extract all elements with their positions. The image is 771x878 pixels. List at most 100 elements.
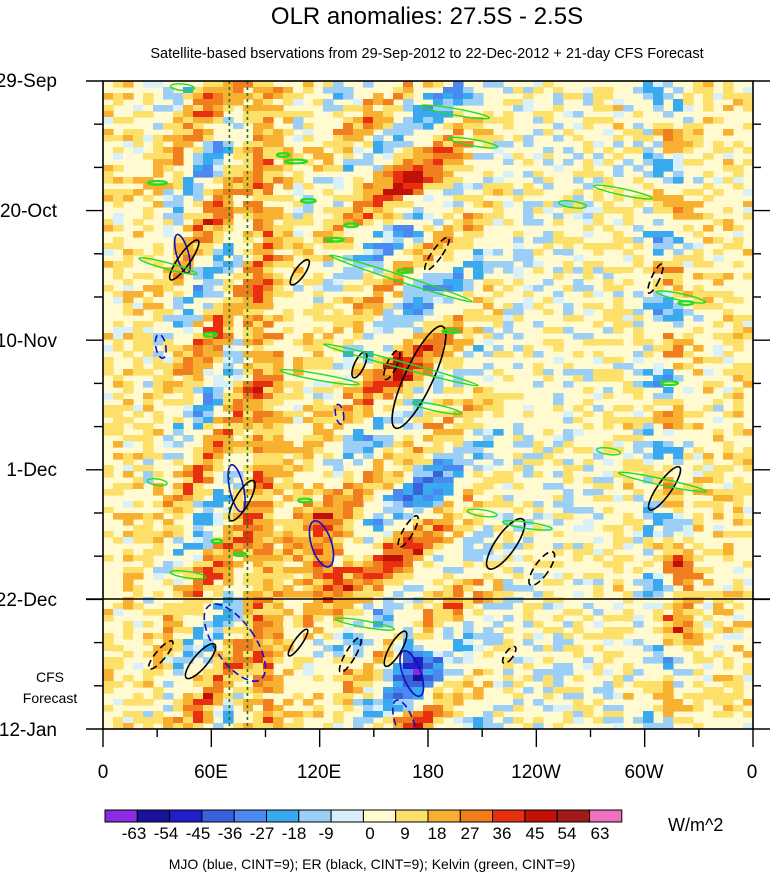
- heat-cell: [233, 351, 244, 358]
- heat-cell: [713, 549, 724, 556]
- heat-cell: [303, 603, 314, 610]
- heat-cell: [723, 411, 734, 418]
- heat-cell: [663, 447, 674, 454]
- heat-cell: [173, 585, 184, 592]
- heat-cell: [553, 237, 564, 244]
- heat-cell: [303, 573, 314, 580]
- heat-cell: [353, 393, 364, 400]
- heat-cell: [633, 567, 644, 574]
- heat-cell: [343, 87, 354, 94]
- kelvin-contour: [618, 471, 708, 493]
- heat-cell: [343, 561, 354, 568]
- heat-cell: [243, 291, 254, 298]
- heat-cell: [633, 357, 644, 364]
- heat-cell: [173, 669, 184, 676]
- heat-cell: [473, 453, 484, 460]
- heat-cell: [643, 687, 654, 694]
- heat-cell: [583, 243, 594, 250]
- heat-cell: [513, 483, 524, 490]
- heat-cell: [713, 525, 724, 532]
- heat-cell: [183, 393, 194, 400]
- heat-cell: [653, 495, 664, 502]
- heat-cell: [303, 213, 314, 220]
- heat-cell: [603, 711, 614, 718]
- heat-cell: [263, 393, 274, 400]
- heat-cell: [553, 513, 564, 520]
- heat-cell: [413, 189, 424, 196]
- heat-cell: [573, 579, 584, 586]
- heat-cell: [123, 513, 134, 520]
- heat-cell: [233, 645, 244, 652]
- heat-cell: [283, 93, 294, 100]
- heat-cell: [193, 267, 204, 274]
- heat-cell: [693, 249, 704, 256]
- kelvin-contour: [447, 136, 499, 149]
- x-tick-label: 0: [747, 762, 758, 783]
- heat-cell: [133, 249, 144, 256]
- heat-cell: [303, 423, 314, 430]
- heat-cell: [633, 177, 644, 184]
- heat-cell: [143, 285, 154, 292]
- heat-cell: [313, 255, 324, 262]
- heat-cell: [423, 423, 434, 430]
- heat-cell: [673, 315, 684, 322]
- heat-cell: [213, 363, 224, 370]
- heat-cell: [523, 297, 534, 304]
- heat-cell: [423, 351, 434, 358]
- heat-cell: [423, 633, 434, 640]
- kelvin-contour: [138, 257, 198, 276]
- heat-cell: [393, 717, 404, 724]
- colorbar-label: 27: [461, 824, 480, 843]
- heat-cell: [123, 435, 134, 442]
- heat-cell: [613, 579, 624, 586]
- heat-cell: [623, 453, 634, 460]
- heat-cell: [623, 627, 634, 634]
- heat-cell: [353, 441, 364, 448]
- heat-cell: [433, 717, 444, 724]
- heat-cell: [283, 231, 294, 238]
- heat-cell: [283, 669, 294, 676]
- heat-cell: [123, 297, 134, 304]
- heat-cell: [463, 579, 474, 586]
- heat-cell: [203, 153, 214, 160]
- heat-cell: [723, 447, 734, 454]
- heat-cell: [253, 453, 264, 460]
- heat-cell: [243, 273, 254, 280]
- heat-cell: [683, 441, 694, 448]
- heat-cell: [413, 555, 424, 562]
- heat-cell: [453, 441, 464, 448]
- heat-cell: [623, 207, 634, 214]
- heat-cell: [113, 243, 124, 250]
- heat-cell: [693, 123, 704, 130]
- heat-cell: [303, 243, 314, 250]
- heat-cell: [553, 645, 564, 652]
- heat-cell: [113, 225, 124, 232]
- heat-cell: [413, 333, 424, 340]
- heat-cell: [353, 651, 364, 658]
- heat-cell: [583, 207, 594, 214]
- heat-cell: [693, 297, 704, 304]
- heat-cell: [703, 579, 714, 586]
- heat-cell: [183, 255, 194, 262]
- heat-cell: [213, 699, 224, 706]
- heat-cell: [413, 195, 424, 202]
- heat-cell: [283, 291, 294, 298]
- heat-cell: [103, 135, 114, 142]
- heat-cell: [383, 435, 394, 442]
- heat-cell: [563, 495, 574, 502]
- heat-cell: [103, 531, 114, 538]
- heat-cell: [233, 423, 244, 430]
- heat-cell: [623, 591, 634, 598]
- heat-cell: [583, 615, 594, 622]
- heat-cell: [183, 345, 194, 352]
- heat-cell: [683, 669, 694, 676]
- heat-cell: [563, 429, 574, 436]
- heat-cell: [513, 525, 524, 532]
- heat-cell: [243, 183, 254, 190]
- heat-cell: [413, 297, 424, 304]
- heat-cell: [633, 621, 644, 628]
- heat-cell: [613, 303, 624, 310]
- heat-cell: [653, 309, 664, 316]
- heat-cell: [403, 357, 414, 364]
- heat-cell: [233, 291, 244, 298]
